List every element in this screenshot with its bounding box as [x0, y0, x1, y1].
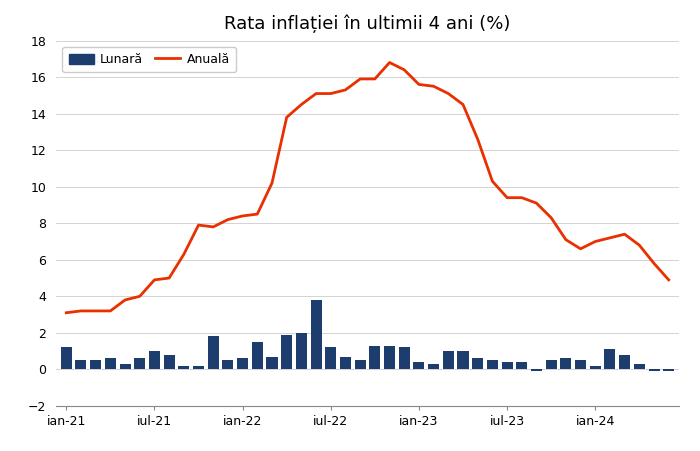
Bar	[546, 360, 556, 369]
Bar	[208, 336, 218, 369]
Bar	[355, 360, 365, 369]
Bar	[604, 349, 615, 369]
Bar	[502, 362, 512, 369]
Bar	[399, 347, 409, 369]
Bar	[90, 360, 101, 369]
Bar	[267, 357, 277, 369]
Bar	[134, 359, 146, 369]
Bar	[105, 359, 116, 369]
Bar	[384, 345, 395, 369]
Bar	[311, 300, 321, 369]
Bar	[326, 347, 336, 369]
Bar	[149, 351, 160, 369]
Bar	[473, 359, 483, 369]
Bar	[443, 351, 454, 369]
Bar	[370, 345, 380, 369]
Bar	[663, 369, 674, 371]
Bar	[193, 366, 204, 369]
Bar	[589, 366, 601, 369]
Bar	[120, 364, 131, 369]
Bar	[414, 362, 424, 369]
Bar	[517, 362, 527, 369]
Title: Rata inflației în ultimii 4 ani (%): Rata inflației în ultimii 4 ani (%)	[224, 15, 511, 33]
Bar	[575, 360, 586, 369]
Bar	[252, 342, 262, 369]
Bar	[619, 355, 630, 369]
Bar	[237, 359, 248, 369]
Bar	[634, 364, 645, 369]
Bar	[487, 360, 498, 369]
Bar	[648, 369, 659, 371]
Bar	[340, 357, 351, 369]
Bar	[164, 355, 174, 369]
Bar	[428, 364, 439, 369]
Bar	[76, 360, 87, 369]
Bar	[178, 366, 189, 369]
Bar	[281, 335, 292, 369]
Bar	[296, 333, 307, 369]
Bar	[531, 369, 542, 371]
Bar	[61, 347, 72, 369]
Legend: Lunară, Anuală: Lunară, Anuală	[62, 47, 236, 72]
Bar	[458, 351, 468, 369]
Bar	[223, 360, 233, 369]
Bar	[561, 359, 571, 369]
